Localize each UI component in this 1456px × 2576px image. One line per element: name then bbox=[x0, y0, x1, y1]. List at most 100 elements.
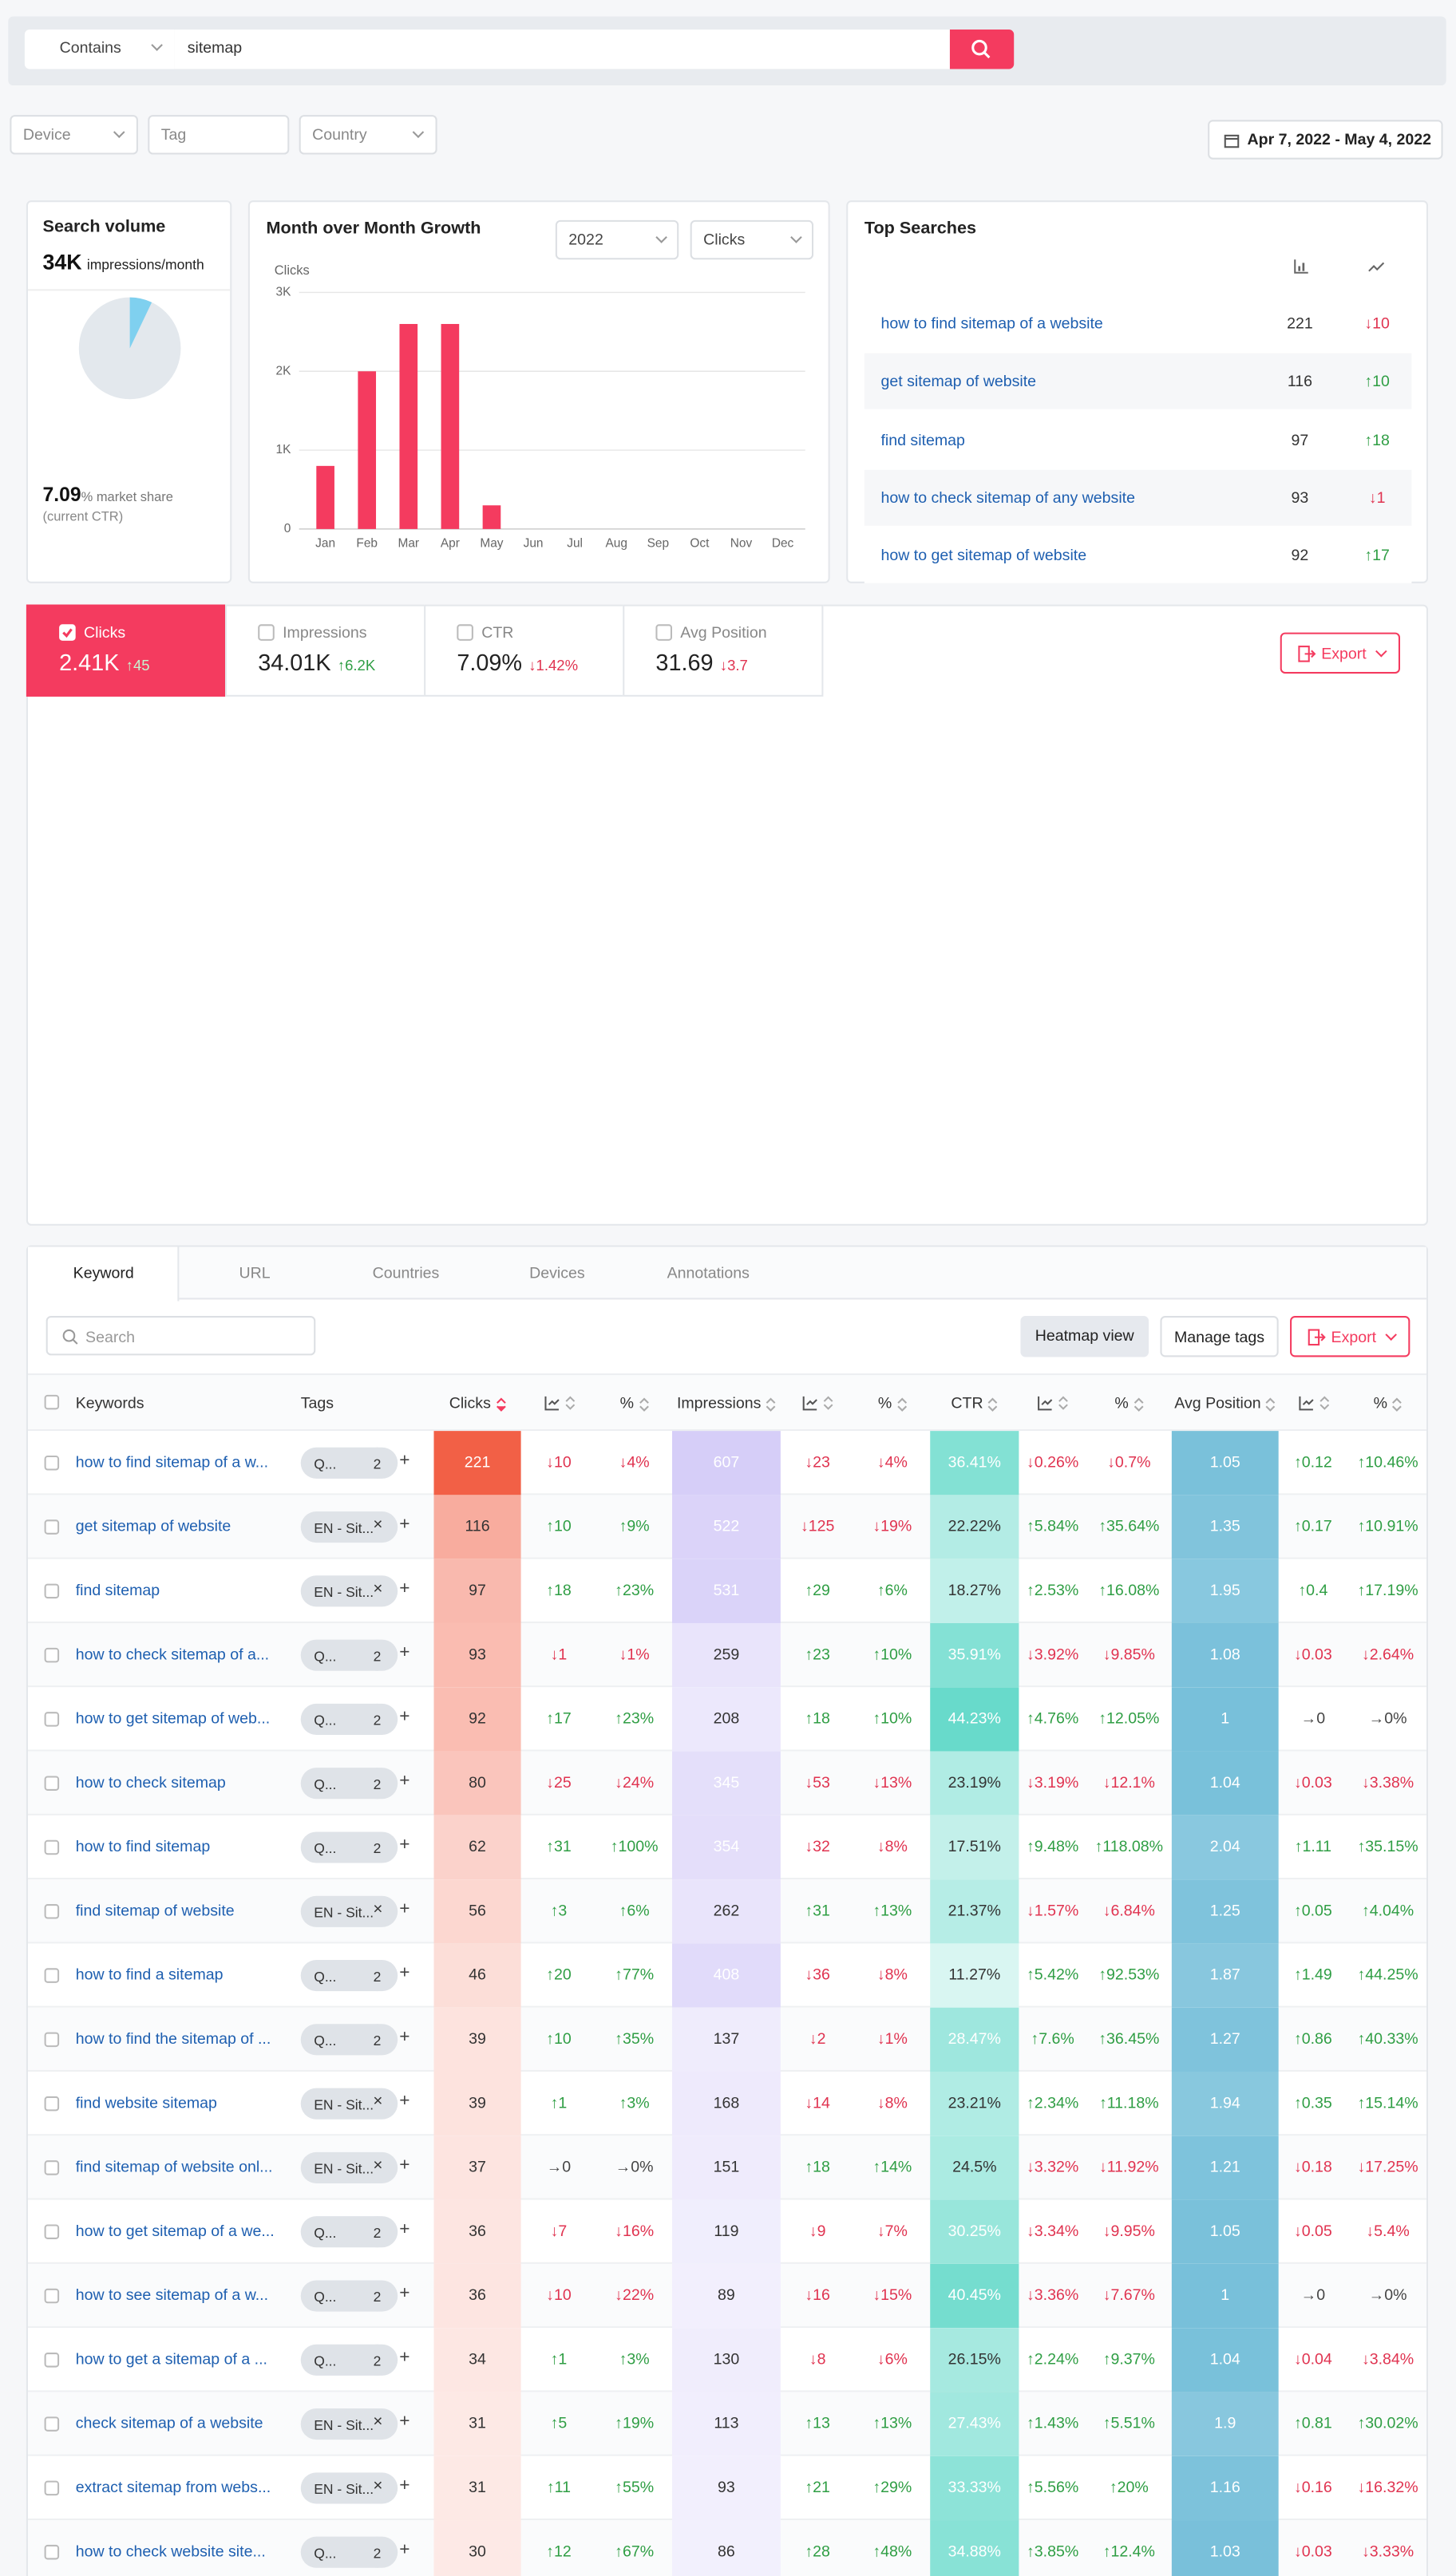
keyword-link[interactable]: how to check sitemap of a... bbox=[75, 1646, 270, 1665]
tag-pill[interactable]: EN - Sit... × bbox=[300, 2472, 398, 2504]
checkbox[interactable] bbox=[44, 1904, 60, 1919]
tag-remove[interactable]: × bbox=[373, 2157, 383, 2175]
keyword-link[interactable]: how to find sitemap bbox=[75, 1838, 211, 1857]
checkbox[interactable] bbox=[457, 624, 473, 641]
tag-remove[interactable]: × bbox=[373, 2413, 383, 2432]
table-row[interactable]: how to see sitemap of a w...Q...×2+36↓10… bbox=[27, 2263, 1426, 2329]
column-header-cell[interactable]: % bbox=[827, 1395, 959, 1412]
column-header-cell[interactable]: % bbox=[568, 1395, 700, 1412]
table-row[interactable]: get sitemap of website EN - Sit... × +116 ↑1… bbox=[27, 1495, 1426, 1559]
metric-tab[interactable]: Avg Position 31.69 ↓3.7 bbox=[623, 604, 824, 697]
table-row[interactable]: how to find sitemapQ...×2+62↑31↑100%354↓… bbox=[27, 1815, 1426, 1880]
add-tag[interactable]: + bbox=[399, 1835, 410, 1855]
table-row[interactable]: check sitemap of a website EN - Sit... × +3… bbox=[27, 2392, 1426, 2456]
top-search-row[interactable]: how to check sitemap of any website 93 ↓1 bbox=[864, 469, 1412, 526]
keyword-link[interactable]: how to check website site... bbox=[75, 2542, 266, 2562]
tag-pill[interactable]: EN - Sit... × bbox=[300, 2151, 398, 2184]
add-tag[interactable]: + bbox=[399, 1450, 410, 1471]
sort-icon[interactable] bbox=[564, 1395, 575, 1412]
column-header-cell[interactable]: Avg Position bbox=[1159, 1395, 1291, 1412]
add-tag[interactable]: + bbox=[399, 2475, 410, 2496]
checkbox[interactable] bbox=[44, 2096, 60, 2112]
keyword-link[interactable]: find sitemap of website onl... bbox=[75, 2159, 273, 2177]
mode-select[interactable]: Contains bbox=[24, 30, 176, 69]
checkbox[interactable] bbox=[44, 1839, 60, 1855]
keyword-link[interactable]: how to get a sitemap of a ... bbox=[75, 2350, 267, 2369]
tag-remove[interactable]: × bbox=[373, 1580, 383, 1599]
add-tag[interactable]: + bbox=[399, 1706, 410, 1727]
sort-icon[interactable] bbox=[896, 1396, 907, 1412]
select-metric[interactable]: Clicks bbox=[690, 219, 814, 260]
column-header-cell[interactable]: % bbox=[1322, 1395, 1454, 1412]
top-search-row[interactable]: how to find sitemap of a website 221 ↓10 bbox=[864, 295, 1412, 352]
keyword-link[interactable]: how to get sitemap of web... bbox=[75, 1710, 271, 1729]
checkbox[interactable] bbox=[44, 1456, 60, 1471]
tag-remove[interactable]: × bbox=[373, 1516, 383, 1535]
keyword-link[interactable]: how to find sitemap of a website bbox=[880, 315, 1103, 334]
tab[interactable]: Annotations bbox=[633, 1247, 784, 1300]
heatmap-button[interactable]: Heatmap view bbox=[1020, 1316, 1149, 1357]
table-row[interactable]: how to find the sitemap of ...Q...×2+39↑… bbox=[27, 2007, 1426, 2072]
keyword-link[interactable]: find sitemap of website bbox=[75, 1902, 235, 1921]
keyword-link[interactable]: how to see sitemap of a w... bbox=[75, 2286, 269, 2305]
checkbox[interactable] bbox=[44, 2288, 60, 2304]
export-button[interactable]: Export bbox=[1290, 1316, 1410, 1357]
checkbox[interactable] bbox=[59, 624, 76, 641]
add-tag[interactable]: + bbox=[399, 1578, 410, 1599]
add-tag[interactable]: + bbox=[399, 1963, 410, 1983]
table-row[interactable]: how to get sitemap of web...Q...×2+92↑17… bbox=[27, 1687, 1426, 1752]
add-tag[interactable]: + bbox=[399, 2347, 410, 2368]
checkbox[interactable] bbox=[655, 624, 673, 641]
tag-remove[interactable]: × bbox=[373, 2092, 383, 2112]
table-row[interactable]: find sitemap of website onl... EN - Sit..… bbox=[27, 2135, 1426, 2200]
keyword-link[interactable]: get sitemap of website bbox=[880, 373, 1037, 392]
keyword-link[interactable]: how to check sitemap bbox=[75, 1774, 226, 1793]
keyword-link[interactable]: extract sitemap from webs... bbox=[75, 2479, 271, 2498]
column-header-cell[interactable] bbox=[752, 1395, 884, 1412]
tag-remove[interactable]: × bbox=[373, 1900, 383, 1919]
tag-pill[interactable]: EN - Sit... × bbox=[300, 1575, 398, 1607]
checkbox[interactable] bbox=[44, 2160, 60, 2175]
top-search-row[interactable]: get sitemap of website 116 ↑10 bbox=[864, 354, 1412, 410]
column-header-cell[interactable] bbox=[493, 1395, 625, 1412]
column-header-cell[interactable] bbox=[1248, 1395, 1379, 1412]
table-row[interactable]: how to find sitemap of a w...Q...×2+221↓… bbox=[27, 1431, 1426, 1495]
add-tag[interactable]: + bbox=[399, 1515, 410, 1535]
table-row[interactable]: find sitemap of website EN - Sit... × +56 ↑3… bbox=[27, 1879, 1426, 1944]
keyword-link[interactable]: find website sitemap bbox=[75, 2094, 217, 2113]
table-row[interactable]: how to check sitemapQ...×2+80↓25↓24%345↓… bbox=[27, 1751, 1426, 1815]
table-row[interactable]: how to check sitemap of a...Q...×2+93↓1↓… bbox=[27, 1622, 1426, 1688]
keyword-link[interactable]: how to check sitemap of any website bbox=[880, 489, 1135, 508]
sort-icon[interactable] bbox=[766, 1396, 776, 1412]
table-row[interactable]: how to get sitemap of a we...Q...×2+36↓7… bbox=[27, 2199, 1426, 2264]
table-row[interactable]: how to find a sitemapQ...×2+46↑20↑77%408… bbox=[27, 1943, 1426, 2008]
checkbox[interactable] bbox=[44, 1647, 60, 1663]
add-tag[interactable]: + bbox=[399, 1771, 410, 1791]
checkbox[interactable] bbox=[44, 1394, 60, 1410]
add-tag[interactable]: + bbox=[399, 1642, 410, 1663]
filter-tag[interactable]: Tag bbox=[148, 115, 290, 155]
sort-icon[interactable] bbox=[1266, 1396, 1276, 1412]
tag-pill[interactable]: EN - Sit... × bbox=[300, 1895, 398, 1927]
checkbox[interactable] bbox=[44, 1519, 60, 1535]
checkbox[interactable] bbox=[44, 1583, 60, 1599]
tab[interactable]: URL bbox=[179, 1247, 330, 1300]
top-search-row[interactable]: how to get sitemap of website 92 ↑17 bbox=[864, 527, 1412, 584]
column-header-cell[interactable] bbox=[987, 1395, 1118, 1412]
sort-icon[interactable] bbox=[1392, 1396, 1403, 1412]
metric-tab[interactable]: CTR 7.09% ↓1.42% bbox=[424, 604, 625, 697]
keyword-link[interactable]: how to get sitemap of website bbox=[880, 547, 1087, 566]
checkbox[interactable] bbox=[44, 1776, 60, 1791]
keyword-link[interactable]: how to get sitemap of a we... bbox=[75, 2222, 275, 2242]
top-search-row[interactable]: find sitemap 97 ↑18 bbox=[864, 411, 1412, 468]
add-tag[interactable]: + bbox=[399, 2091, 410, 2112]
filter-device[interactable]: Device bbox=[10, 115, 138, 155]
sort-icon[interactable] bbox=[639, 1396, 649, 1412]
select-year[interactable]: 2022 bbox=[555, 219, 679, 260]
checkbox[interactable] bbox=[44, 2480, 60, 2496]
checkbox[interactable] bbox=[44, 2416, 60, 2432]
sort-icon[interactable] bbox=[823, 1395, 833, 1412]
keyword-link[interactable]: get sitemap of website bbox=[75, 1518, 231, 1536]
add-tag[interactable]: + bbox=[399, 2155, 410, 2175]
keyword-link[interactable]: find sitemap bbox=[880, 431, 965, 450]
